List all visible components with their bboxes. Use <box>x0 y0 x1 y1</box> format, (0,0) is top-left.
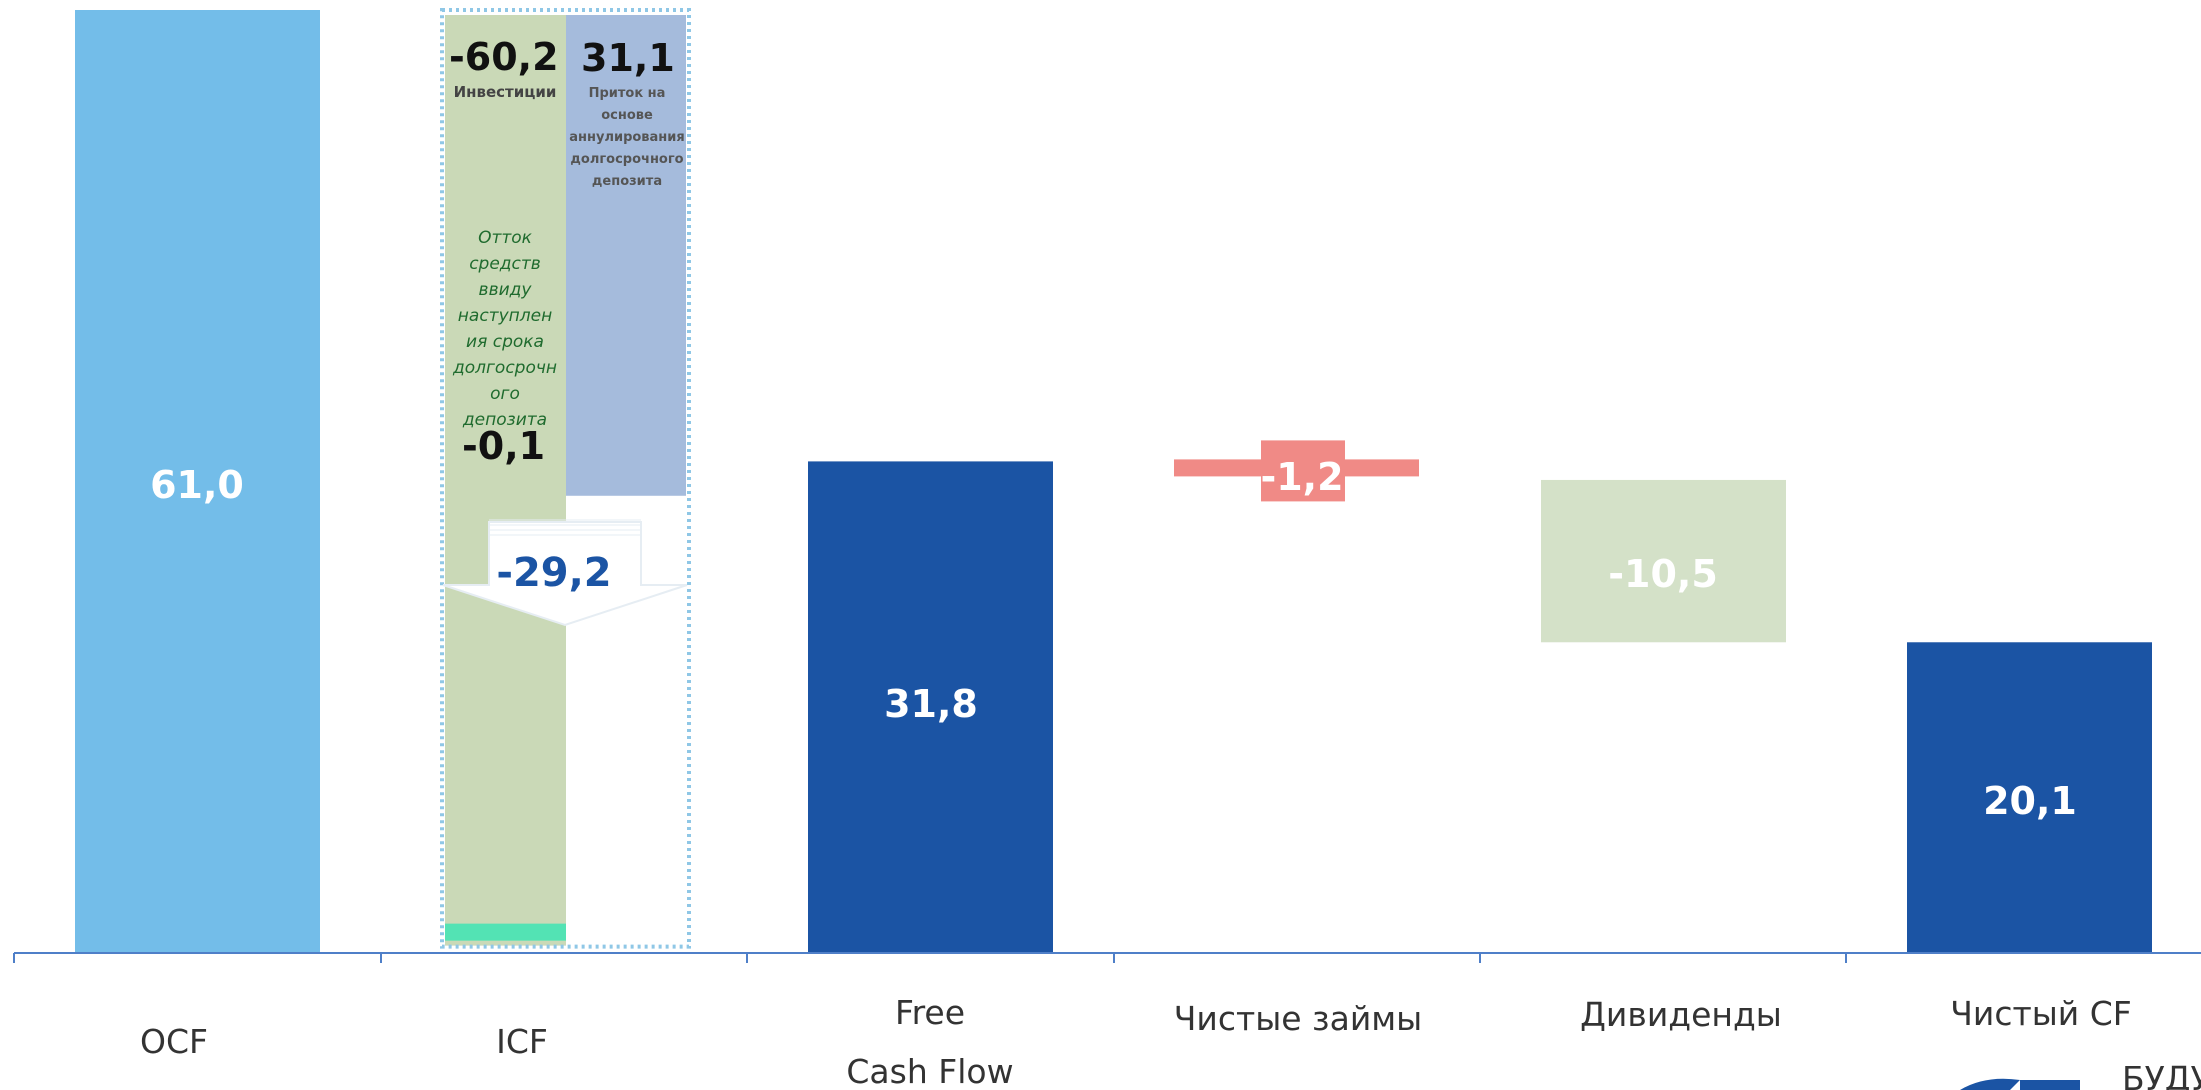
value-label-investments: -60,2 <box>449 35 559 79</box>
label-inflow-line: Приток на <box>589 86 666 101</box>
logo-text: БУДУЩ <box>2122 1059 2201 1090</box>
logo-mark-icon <box>2020 1080 2080 1090</box>
bar-inflow <box>566 15 686 496</box>
value-labels: 61,0 -29,2 31,8 -1,2 -10,5 20,1 <box>150 455 2077 823</box>
bar-fcf <box>808 461 1053 953</box>
bar-investments <box>445 15 566 946</box>
category-net-cf: Чистый CF <box>1950 994 2131 1033</box>
bar-net-cf <box>1907 642 2152 953</box>
label-inflow-line: аннулирования <box>569 130 685 145</box>
category-net-loans: Чистые займы <box>1174 999 1422 1038</box>
bar-small-outflow <box>445 923 566 941</box>
value-label-net-cf: 20,1 <box>1983 779 2077 823</box>
value-label-loans: -1,2 <box>1260 455 1343 499</box>
category-icf: ICF <box>496 1022 548 1061</box>
category-labels: OCF ICF Free Cash Flow Чистые займы Дивиденды… <box>140 993 2132 1090</box>
category-dividends: Дивиденды <box>1580 995 1782 1034</box>
value-label-dividends: -10,5 <box>1608 552 1718 596</box>
category-fcf-line1: Free <box>895 993 965 1032</box>
label-outflow-note-line: депозита <box>462 410 547 430</box>
value-label-small-outflow: -0,1 <box>462 424 545 468</box>
icf-dotted-frame <box>440 8 691 949</box>
value-label-icf: -29,2 <box>496 550 611 596</box>
label-inflow-line: основе <box>601 108 653 123</box>
label-inflow-line: долгосрочного <box>570 152 683 167</box>
icf-breakdown: -60,2 31,1 -0,1 Инвестиции Приток на основе ан… <box>440 8 691 949</box>
value-label-ocf: 61,0 <box>150 463 244 507</box>
arrow-down-icon <box>442 521 688 627</box>
label-investments: Инвестиции <box>454 83 557 101</box>
label-outflow-note-line: Отток <box>478 228 533 248</box>
value-label-inflow: 31,1 <box>581 36 675 80</box>
label-outflow-note-line: наступлен <box>458 306 552 326</box>
bar-ocf <box>75 10 320 953</box>
bar-loans-box <box>1261 440 1345 502</box>
bar-dividends <box>1541 479 1786 643</box>
category-fcf-line2: Cash Flow <box>846 1052 1013 1090</box>
label-outflow-note-line: ия срока <box>466 332 544 352</box>
label-outflow-note-line: средств <box>469 254 541 274</box>
label-outflow-note-line: долгосрочн <box>452 358 557 378</box>
category-ocf: OCF <box>140 1022 208 1061</box>
label-outflow-note-line: ого <box>490 384 520 404</box>
logo-swoosh-icon <box>1960 1078 2020 1090</box>
bars-layer <box>75 10 2152 953</box>
label-inflow-line: депозита <box>592 174 662 189</box>
company-logo: БУДУЩ <box>1960 1059 2201 1090</box>
value-label-fcf: 31,8 <box>884 682 978 726</box>
x-axis <box>13 952 2201 963</box>
label-outflow-note-line: ввиду <box>479 280 533 300</box>
